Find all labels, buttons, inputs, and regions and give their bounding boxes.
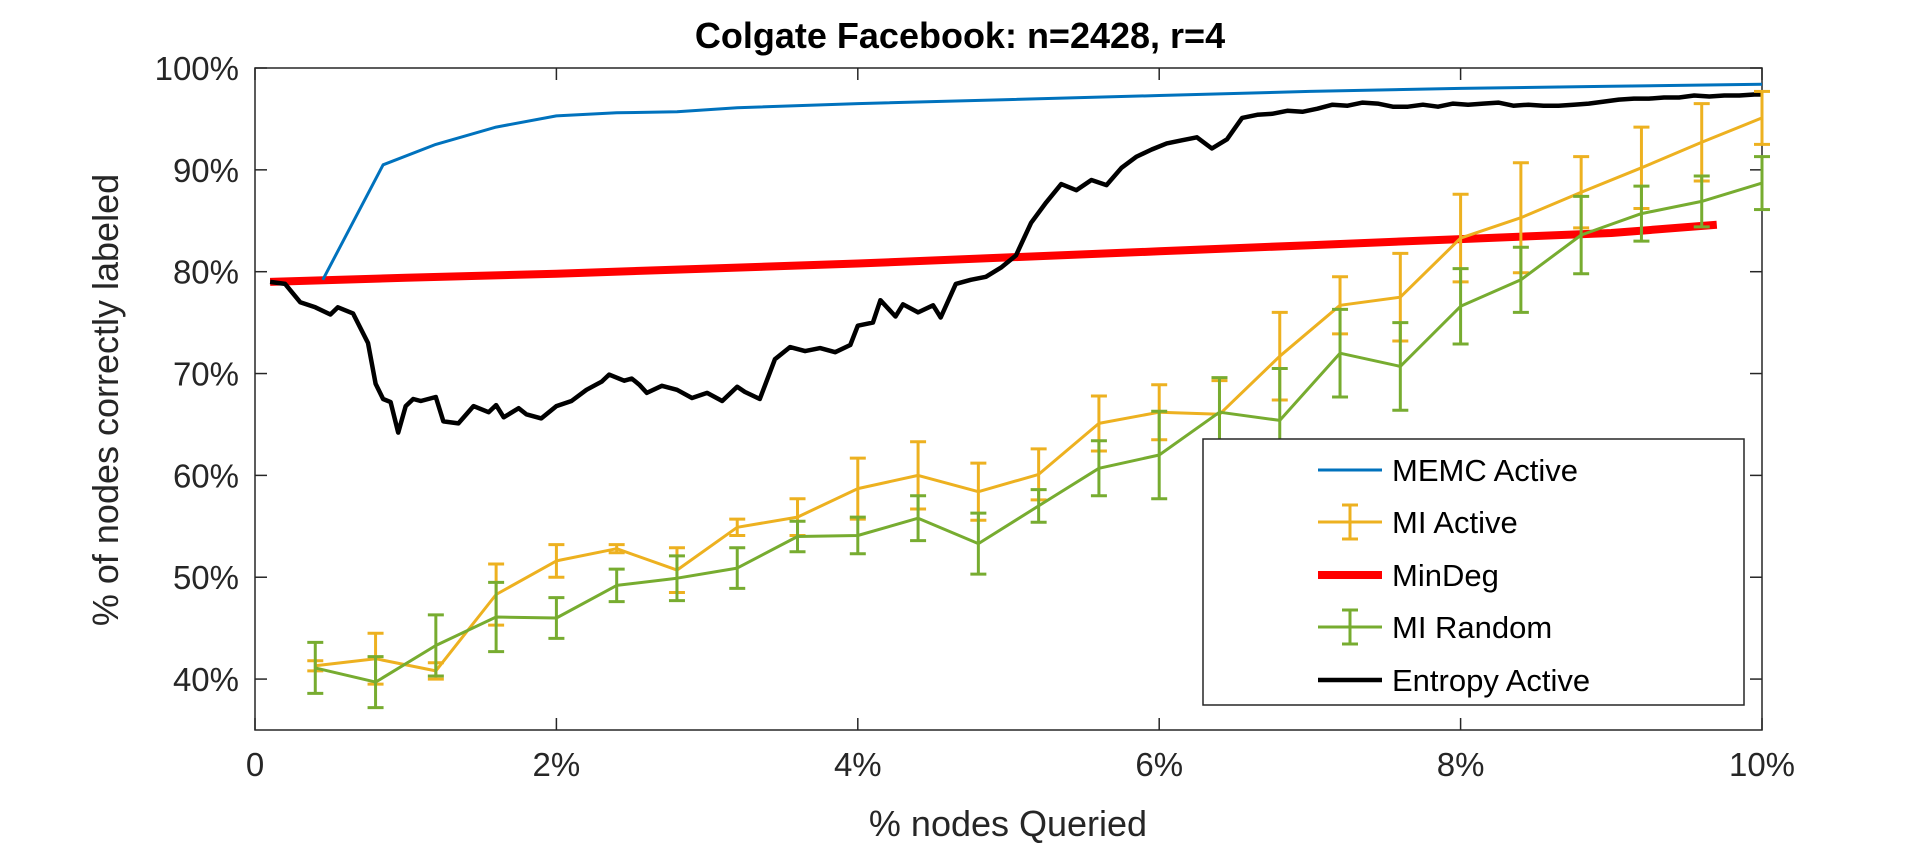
series-mindeg	[269, 220, 1718, 286]
series-line	[269, 92, 1762, 435]
y-tick-label: 100%	[155, 50, 239, 87]
legend-label: Entropy Active	[1392, 663, 1590, 698]
x-tick-label: 6%	[1135, 746, 1183, 783]
y-tick-label: 90%	[173, 152, 239, 189]
x-tick-label: 2%	[533, 746, 581, 783]
x-tick-label: 4%	[834, 746, 882, 783]
series-memc-active	[321, 82, 1763, 281]
x-tick-label: 8%	[1437, 746, 1485, 783]
legend-label: MI Random	[1392, 610, 1552, 645]
series-line	[321, 82, 1763, 281]
legend-label: MinDeg	[1392, 558, 1499, 593]
y-tick-label: 40%	[173, 661, 239, 698]
legend-box	[1202, 438, 1745, 706]
x-tick-label: 0	[246, 746, 264, 783]
legend-label: MI Active	[1392, 505, 1518, 540]
y-tick-label: 60%	[173, 457, 239, 494]
y-tick-label: 70%	[173, 356, 239, 393]
series-line	[269, 220, 1718, 286]
y-axis-label: % of nodes correctly labeled	[85, 174, 126, 626]
x-axis: 0 2% 4% 6% 8% 10%	[246, 68, 1795, 783]
legend-label: MEMC Active	[1392, 453, 1578, 488]
x-axis-label: % nodes Queried	[869, 803, 1147, 844]
chart-title: Colgate Facebook: n=2428, r=4	[695, 15, 1225, 56]
series-mi-random	[307, 155, 1770, 710]
series-layer	[269, 82, 1770, 710]
y-tick-label: 80%	[173, 254, 239, 291]
y-axis: 40% 50% 60% 70% 80% 90% 100%	[155, 50, 1762, 698]
x-tick-label: 10%	[1729, 746, 1795, 783]
series-entropy-active	[269, 92, 1762, 435]
legend: MEMC Active MI Active MinDeg MI Random Entro…	[1202, 438, 1745, 706]
y-tick-label: 50%	[173, 559, 239, 596]
